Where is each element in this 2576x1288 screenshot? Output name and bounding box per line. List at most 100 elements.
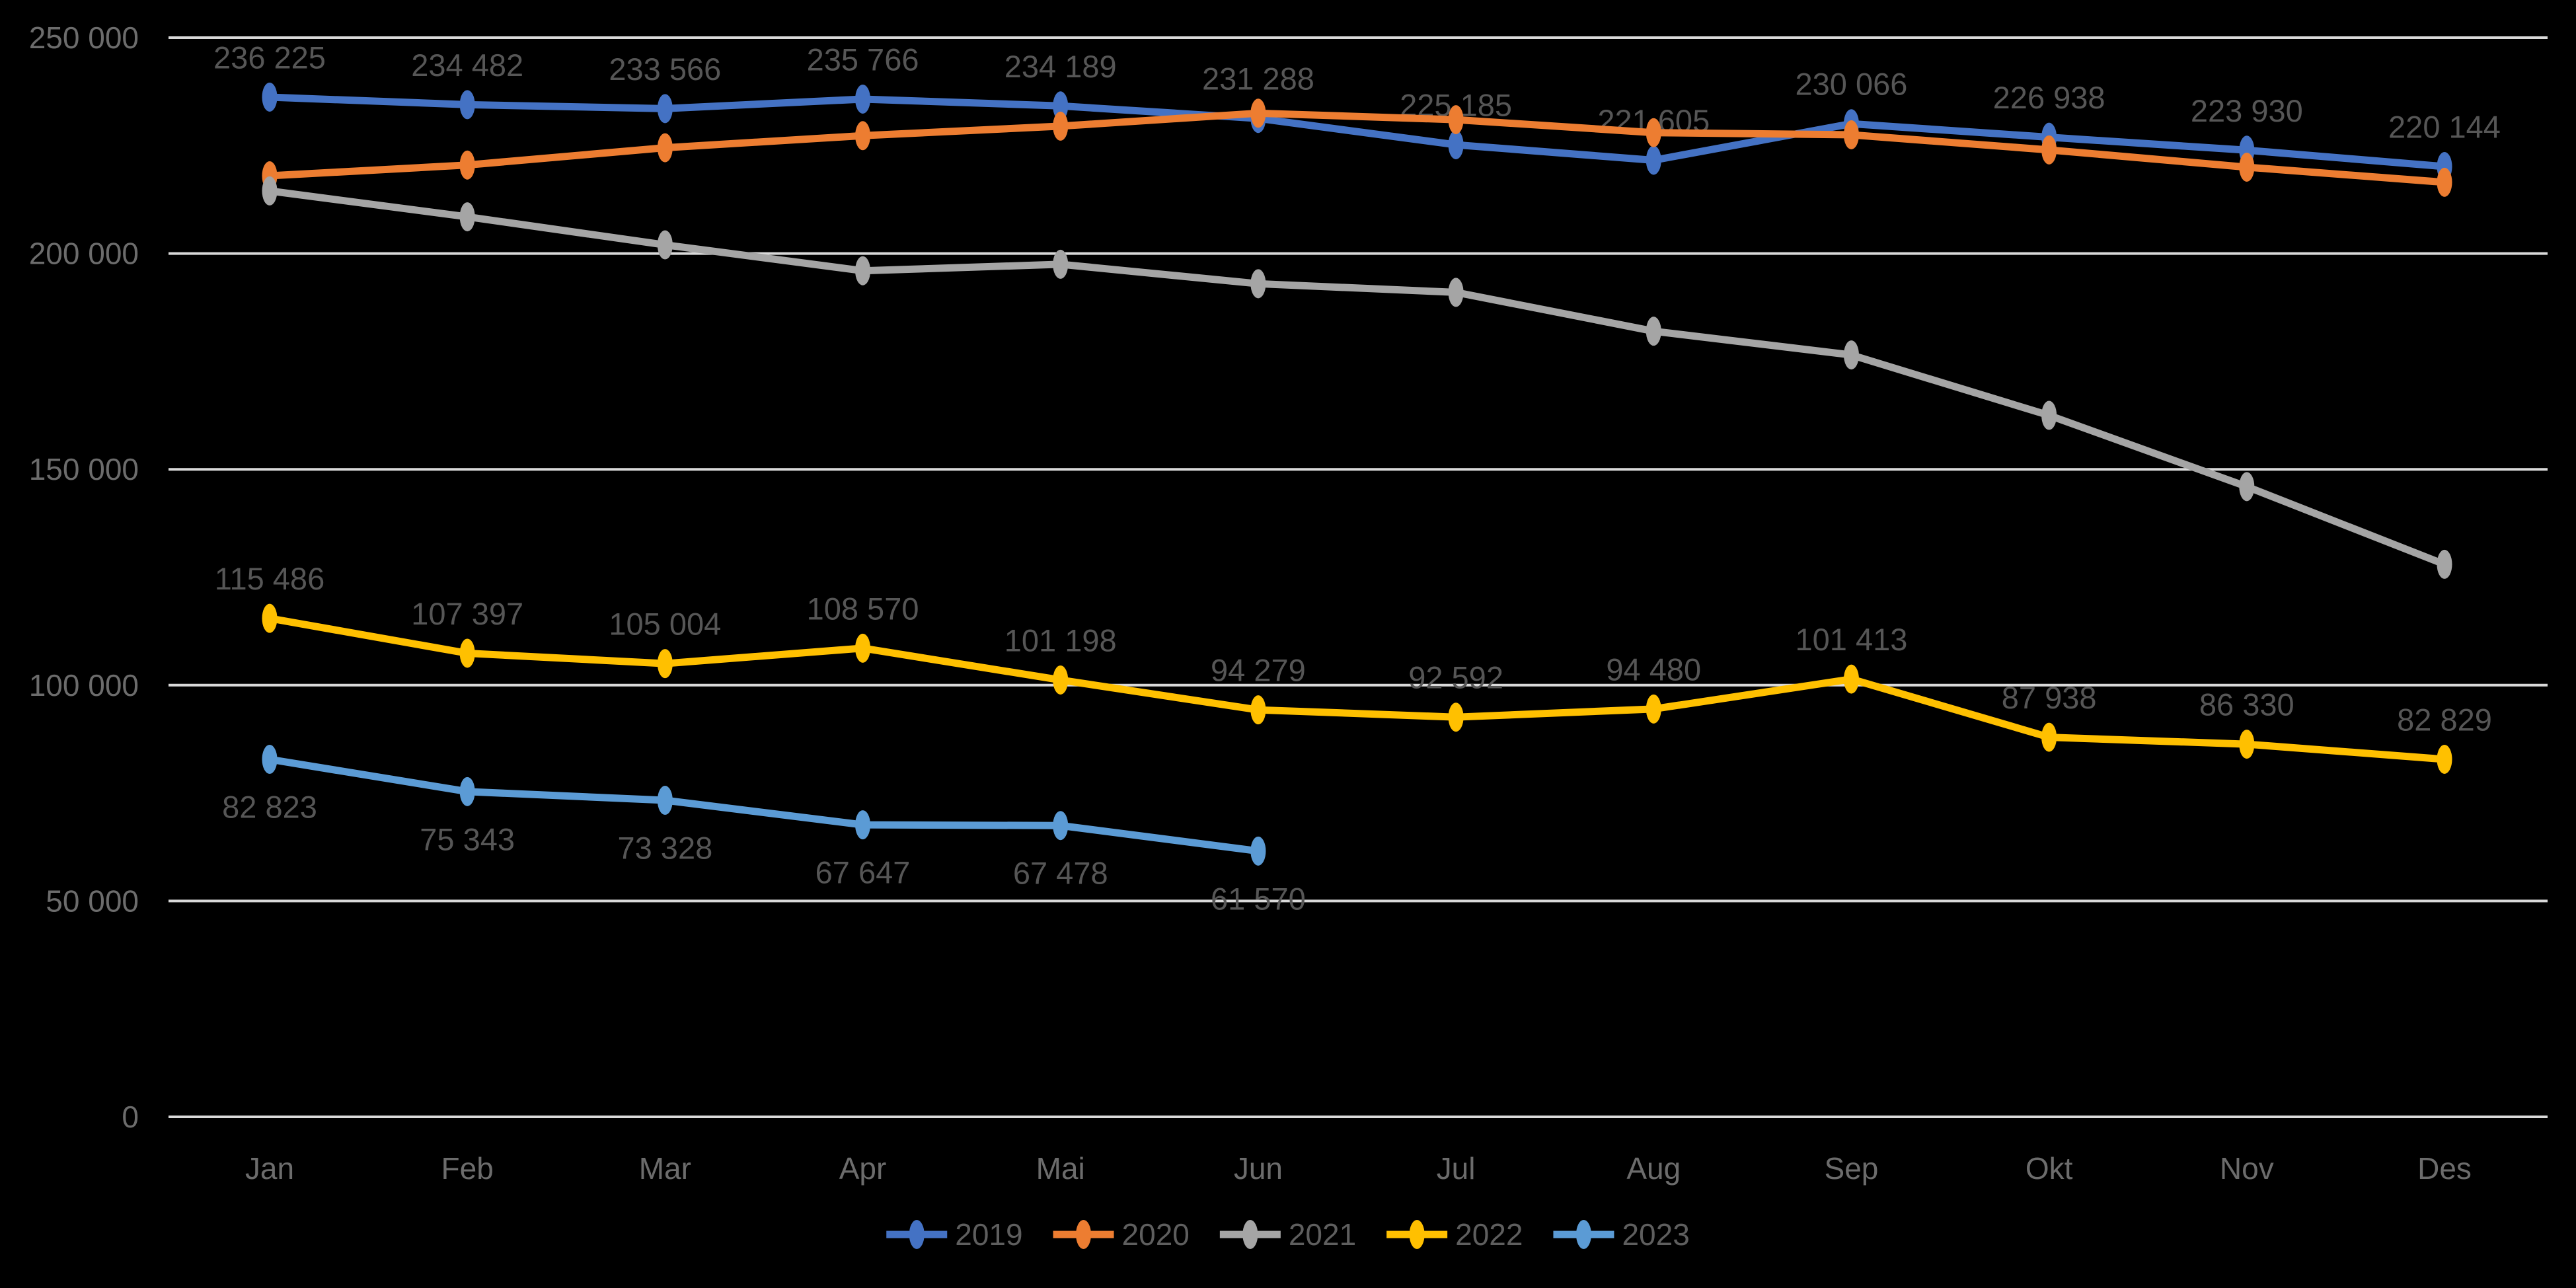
data-point-2022	[262, 603, 278, 633]
data-label-2022: 108 570	[807, 591, 919, 626]
x-axis-tick-label: Jul	[1437, 1151, 1476, 1186]
y-axis-tick-label: 150 000	[29, 452, 139, 486]
x-axis-tick-label: Nov	[2220, 1151, 2274, 1186]
data-point-2021	[2239, 472, 2255, 502]
data-point-2020	[2041, 135, 2057, 165]
legend-marker-point-2020	[1076, 1220, 1092, 1249]
y-axis-tick-label: 200 000	[29, 237, 139, 271]
data-label-2023: 61 570	[1211, 881, 1306, 916]
data-point-2023	[855, 810, 871, 840]
data-label-2022: 87 938	[2002, 680, 2097, 715]
data-point-2019	[1646, 145, 1661, 175]
data-label-2019: 223 930	[2191, 93, 2303, 128]
data-label-2022: 94 279	[1211, 653, 1306, 688]
x-axis-tick-label: Okt	[2026, 1151, 2073, 1186]
x-axis-tick-label: Jun	[1234, 1151, 1283, 1186]
data-point-2021	[262, 176, 278, 206]
data-label-2019: 231 288	[1202, 61, 1314, 96]
data-point-2022	[1250, 695, 1266, 725]
data-point-2022	[657, 649, 673, 679]
series-line-2022	[266, 615, 2448, 763]
data-point-2020	[1448, 105, 1464, 135]
data-point-2020	[855, 121, 871, 151]
data-label-2022: 105 004	[609, 607, 721, 642]
data-point-2021	[2041, 400, 2057, 430]
data-label-2019: 220 144	[2388, 110, 2501, 145]
x-axis-tick-label: Sep	[1825, 1151, 1879, 1186]
data-point-2020	[1843, 120, 1859, 149]
x-axis-tick-label: Feb	[441, 1151, 494, 1186]
data-point-2022	[855, 633, 871, 663]
data-point-2021	[1843, 340, 1859, 370]
data-point-2021	[1250, 269, 1266, 299]
data-point-2021	[855, 256, 871, 285]
data-label-2022: 101 198	[1004, 623, 1117, 658]
data-point-2020	[657, 133, 673, 163]
data-label-2019: 234 189	[1004, 49, 1117, 84]
series-line-2020	[266, 109, 2448, 186]
data-point-2023	[459, 777, 475, 806]
data-point-2023	[657, 786, 673, 815]
data-point-2022	[1646, 694, 1661, 724]
legend-marker-point-2022	[1409, 1220, 1425, 1249]
legend-label-2019: 2019	[955, 1217, 1022, 1252]
data-point-2019	[657, 94, 673, 124]
x-axis-tick-label: Jan	[245, 1151, 294, 1186]
legend-label-2022: 2022	[1455, 1217, 1523, 1252]
data-point-2023	[1053, 811, 1069, 841]
series-line-2021	[266, 187, 2448, 568]
data-label-2022: 82 829	[2397, 702, 2492, 737]
data-label-2023: 67 478	[1013, 856, 1108, 891]
data-point-2021	[1646, 317, 1661, 346]
data-label-2019: 230 066	[1796, 67, 1908, 102]
data-point-2022	[1053, 665, 1069, 695]
data-label-2022: 107 397	[411, 596, 523, 631]
y-axis-tick-label: 100 000	[29, 668, 139, 702]
data-label-2019: 236 225	[213, 40, 326, 75]
data-point-2019	[1053, 91, 1069, 121]
legend-label-2020: 2020	[1122, 1217, 1190, 1252]
data-label-2019: 226 938	[1993, 80, 2105, 115]
data-label-2023: 67 647	[815, 855, 911, 890]
y-axis-tick-label: 250 000	[29, 20, 139, 55]
data-point-2021	[657, 230, 673, 260]
data-label-2022: 94 480	[1606, 652, 1701, 687]
data-label-2019: 233 566	[609, 52, 721, 87]
data-point-2019	[459, 90, 475, 120]
x-axis-tick-label: Aug	[1626, 1151, 1681, 1186]
data-label-2019: 234 482	[411, 48, 523, 83]
data-point-2022	[2437, 744, 2452, 774]
legend-label-2021: 2021	[1289, 1217, 1356, 1252]
data-point-2019	[1448, 130, 1464, 160]
data-point-2022	[2239, 730, 2255, 759]
data-label-2022: 115 486	[215, 561, 324, 596]
data-point-2021	[1053, 249, 1069, 279]
x-axis-tick-label: Apr	[839, 1151, 887, 1186]
data-point-2022	[1843, 664, 1859, 694]
series-line-2023	[266, 755, 1262, 855]
data-point-2020	[2437, 167, 2452, 197]
data-point-2021	[459, 202, 475, 232]
data-point-2022	[459, 638, 475, 668]
data-point-2019	[262, 82, 278, 112]
data-point-2020	[2239, 152, 2255, 182]
data-label-2023: 82 823	[222, 790, 317, 825]
data-point-2021	[2437, 549, 2452, 579]
data-point-2020	[459, 150, 475, 180]
legend-marker-point-2019	[909, 1220, 925, 1249]
data-point-2020	[1053, 111, 1069, 141]
data-point-2023	[1250, 836, 1266, 866]
x-axis-tick-label: Mai	[1036, 1151, 1085, 1186]
legend-marker-point-2021	[1242, 1220, 1258, 1249]
data-point-2022	[1448, 702, 1464, 732]
data-point-2019	[855, 84, 871, 114]
data-point-2020	[1250, 98, 1266, 128]
data-point-2021	[1448, 278, 1464, 307]
data-label-2023: 73 328	[617, 831, 712, 866]
data-point-2023	[262, 745, 278, 775]
data-label-2019: 235 766	[807, 42, 919, 77]
y-axis-tick-label: 0	[122, 1100, 139, 1134]
